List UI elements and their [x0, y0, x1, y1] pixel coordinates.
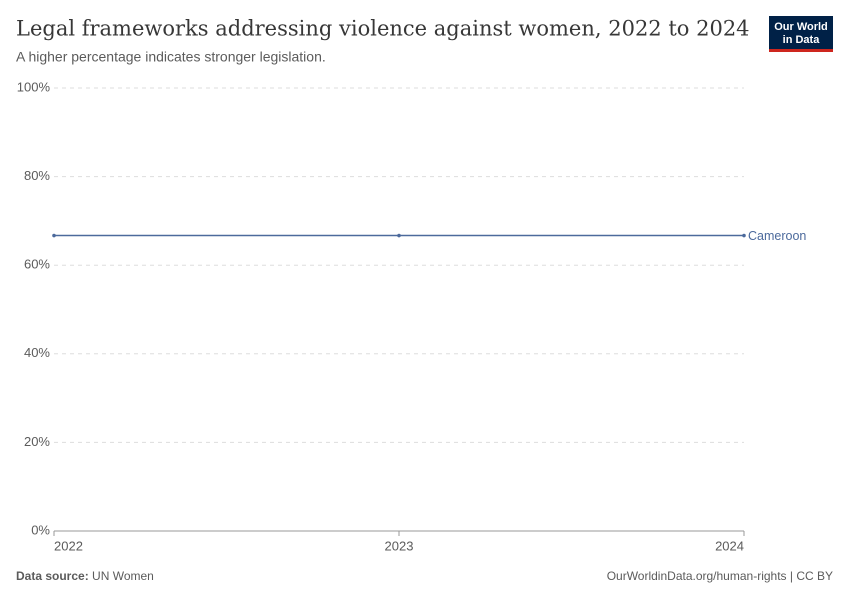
y-tick-label: 0%	[31, 522, 50, 537]
chart-subtitle: A higher percentage indicates stronger l…	[16, 49, 326, 65]
y-tick-label: 40%	[24, 345, 50, 360]
url[interactable]: OurWorldinData.org/human-rights | CC BY	[607, 569, 833, 583]
source-name: UN Women	[92, 569, 154, 583]
source: Data source: UN Women	[16, 569, 154, 583]
series-label: Cameroon	[748, 229, 806, 243]
logo-box	[769, 16, 833, 52]
chart-title: Legal frameworks addressing violence aga…	[16, 17, 750, 41]
y-tick-label: 100%	[17, 79, 51, 94]
logo-bar	[769, 49, 833, 52]
data-point	[742, 233, 746, 238]
x-tick-label: 2024	[715, 538, 744, 553]
source-label: Data source:	[16, 569, 89, 583]
logo-text: in Data	[783, 34, 821, 46]
logo[interactable]: Our World in Data	[769, 16, 833, 52]
y-tick-label: 20%	[24, 434, 50, 449]
data-point	[397, 233, 401, 238]
y-tick-label: 60%	[24, 257, 50, 272]
x-tick-label: 2023	[385, 538, 414, 553]
logo-text: Our World	[774, 21, 828, 33]
x-tick-label: 2022	[54, 538, 83, 553]
y-tick-label: 80%	[24, 168, 50, 183]
data-point	[52, 233, 56, 238]
